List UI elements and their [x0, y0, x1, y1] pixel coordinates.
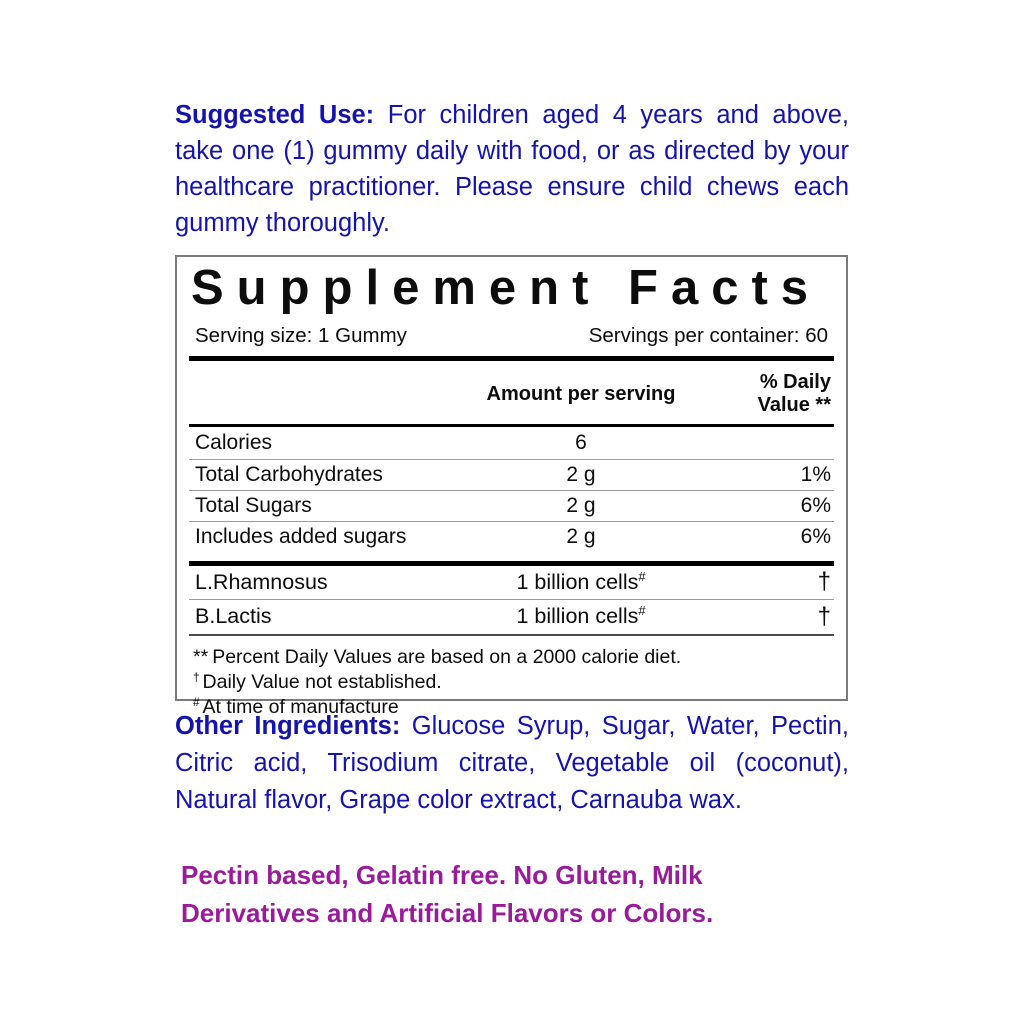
serving-size: Serving size: 1 Gummy	[195, 324, 407, 347]
nutrient-dv: 6%	[800, 525, 831, 548]
nutrient-name: Total Carbohydrates	[195, 462, 383, 486]
column-header-row: Amount per serving % Daily Value **	[189, 361, 834, 424]
nutrient-name: Total Sugars	[195, 493, 312, 517]
column-header-amount: Amount per serving	[486, 382, 676, 405]
divider-header	[189, 424, 834, 427]
probiotic-row-lactis: B.Lactis 1 billion cells# †	[189, 600, 834, 634]
nutrient-dv: 1%	[800, 462, 831, 486]
serving-info-row: Serving size: 1 Gummy Servings per conta…	[189, 324, 834, 348]
dietary-note: Pectin based, Gelatin free. No Gluten, M…	[181, 860, 714, 928]
suggested-use-paragraph: Suggested Use: For children aged 4 years…	[175, 97, 849, 241]
other-ingredients-label: Other Ingredients:	[175, 712, 401, 740]
footnotes: ** Percent Daily Values are based on a 20…	[189, 645, 834, 720]
other-ingredients-text: Glucose Syrup, Sugar, Water, Pectin, Cit…	[175, 712, 849, 814]
nutrient-amount: 2 g	[566, 462, 596, 486]
footnote-dagger: † Daily Value not established.	[193, 670, 442, 693]
nutrient-row-carbohydrates: Total Carbohydrates 2 g 1%	[189, 460, 834, 491]
probiotic-amount: 1 billion cells#	[516, 568, 646, 594]
servings-per-container: Servings per container: 60	[588, 324, 828, 347]
nutrient-amount: 6	[575, 430, 587, 454]
probiotic-amount: 1 billion cells#	[516, 602, 646, 628]
suggested-use-label: Suggested Use:	[175, 101, 375, 129]
probiotic-name: B.Lactis	[195, 604, 272, 628]
footnote-hash: # At time of manufacture	[193, 695, 399, 718]
probiotic-row-rhamnosus: L.Rhamnosus 1 billion cells# †	[189, 566, 834, 600]
dagger-mark: †	[817, 602, 831, 630]
at-manufacture-mark: #	[638, 602, 646, 618]
probiotic-name: L.Rhamnosus	[195, 569, 328, 594]
other-ingredients-paragraph: Other Ingredients: Glucose Syrup, Sugar,…	[175, 708, 849, 819]
divider-bottom	[189, 633, 834, 636]
nutrient-amount: 2 g	[566, 525, 596, 548]
supplement-facts-panel: Supplement Facts Serving size: 1 Gummy S…	[175, 255, 848, 718]
divider-thick-middle	[189, 560, 834, 566]
nutrient-name: Calories	[195, 430, 273, 454]
nutrient-row-added-sugars: Includes added sugars 2 g 6%	[189, 522, 834, 553]
column-header-daily-value: % Daily Value **	[757, 371, 831, 416]
dagger-mark: †	[817, 568, 831, 595]
at-manufacture-mark: #	[638, 568, 646, 584]
nutrient-name: Includes added sugars	[195, 525, 407, 548]
nutrient-row-sugars: Total Sugars 2 g 6%	[189, 491, 834, 522]
supplement-facts-title: Supplement Facts	[191, 261, 822, 315]
nutrient-dv: 6%	[800, 493, 831, 517]
suggested-use-text: For children aged 4 years and above, tak…	[175, 101, 849, 237]
footnote-daily-values: ** Percent Daily Values are based on a 20…	[193, 646, 682, 668]
nutrient-amount: 2 g	[566, 493, 596, 517]
nutrient-row-calories: Calories 6	[189, 427, 834, 460]
divider-thick-top	[189, 356, 834, 361]
